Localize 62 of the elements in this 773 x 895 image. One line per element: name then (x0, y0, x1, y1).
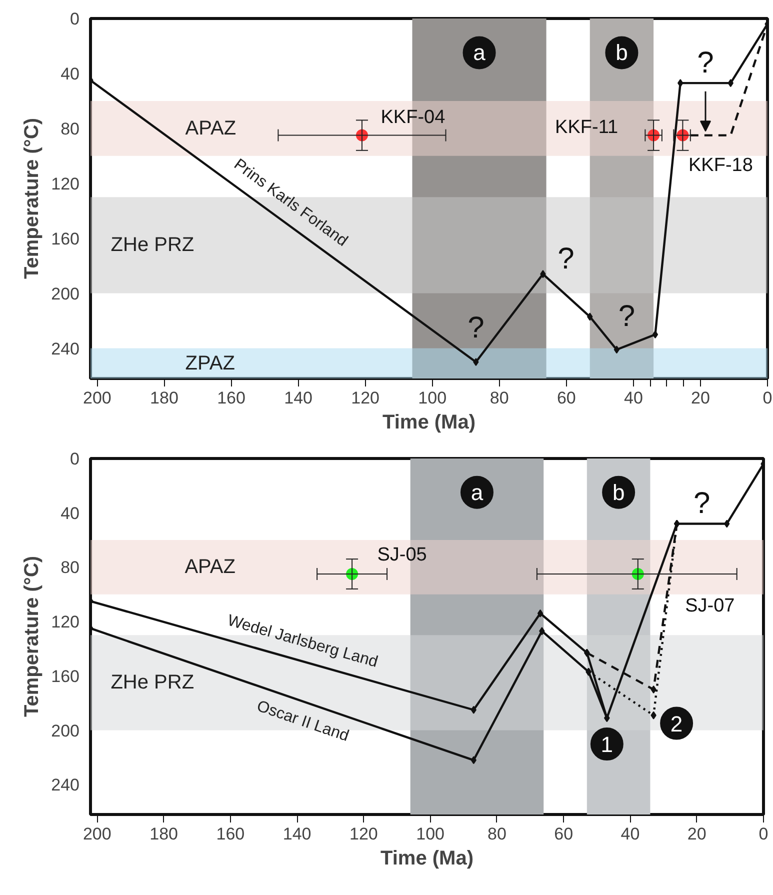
x-tick-label: 200 (83, 388, 112, 408)
annotation: ? (697, 46, 714, 80)
annotation: KKF-11 (555, 116, 618, 138)
y-tick-label: 0 (70, 10, 80, 28)
y-tick-label: 40 (60, 64, 80, 84)
y-tick-label: 160 (51, 229, 80, 248)
x-tick-label: 0 (762, 388, 772, 408)
band-label: a (470, 480, 484, 505)
y-tick-label: 80 (60, 558, 80, 578)
y-tick-label: 240 (51, 339, 80, 358)
x-tick-label: 80 (490, 388, 509, 408)
x-tick-label: 160 (217, 388, 246, 408)
x-axis-title: Time (Ma) (380, 848, 474, 870)
x-tick-label: 180 (150, 824, 178, 844)
annotation: 1 (600, 732, 614, 758)
x-tick-label: 0 (758, 824, 768, 844)
annotation: 2 (670, 711, 683, 736)
band-label: APAZ (184, 556, 236, 578)
annotation: ? (694, 487, 710, 520)
x-tick-label: 40 (624, 388, 643, 408)
y-axis-title: Temperature (°C) (21, 556, 44, 717)
y-tick-label: 200 (51, 721, 80, 740)
y-tick-label: 120 (51, 174, 80, 194)
x-tick-label: 120 (350, 824, 378, 844)
x-tick-label: 60 (554, 824, 574, 844)
x-tick-label: 20 (687, 824, 706, 844)
x-tick-label: 140 (284, 388, 312, 408)
y-tick-label: 0 (70, 450, 80, 468)
y-tick-label: 240 (51, 776, 80, 795)
x-tick-label: 100 (416, 824, 445, 844)
y-tick-label: 200 (51, 284, 80, 304)
x-tick-label: 160 (216, 824, 245, 844)
x-tick-label: 80 (488, 824, 506, 844)
band-label: ZHe PRZ (110, 234, 194, 256)
x-tick-label: 200 (82, 824, 112, 844)
annotation: SJ-07 (685, 595, 735, 616)
annotation: KKF-04 (380, 106, 446, 128)
y-tick-label: 160 (51, 666, 80, 686)
band-label: b (612, 480, 625, 505)
x-tick-label: 140 (282, 824, 312, 844)
band-label: APAZ (185, 117, 236, 140)
annotation: ? (468, 312, 484, 345)
annotation: ? (618, 300, 636, 334)
x-tick-label: 180 (150, 388, 178, 408)
x-axis-title: Time (Ma) (382, 412, 476, 434)
annotation: SJ-05 (377, 544, 427, 566)
annotation: KKF-18 (688, 154, 753, 176)
band-label: a (473, 40, 486, 66)
text: Oscar II Land (254, 698, 351, 746)
x-tick-label: 20 (691, 388, 710, 408)
x-tick-label: 120 (351, 388, 380, 408)
y-tick-label: 120 (51, 612, 80, 632)
band-label: ZHe PRZ (110, 672, 194, 694)
y-axis-title: Temperature (°C) (21, 118, 44, 279)
band-label: b (616, 40, 628, 66)
band-label: ZPAZ (185, 352, 235, 374)
y-tick-label: 80 (60, 119, 80, 138)
x-tick-label: 100 (418, 388, 447, 408)
x-tick-label: 40 (620, 824, 640, 844)
y-tick-label: 40 (60, 504, 80, 523)
x-tick-label: 60 (556, 388, 576, 408)
annotation: ? (558, 242, 574, 276)
